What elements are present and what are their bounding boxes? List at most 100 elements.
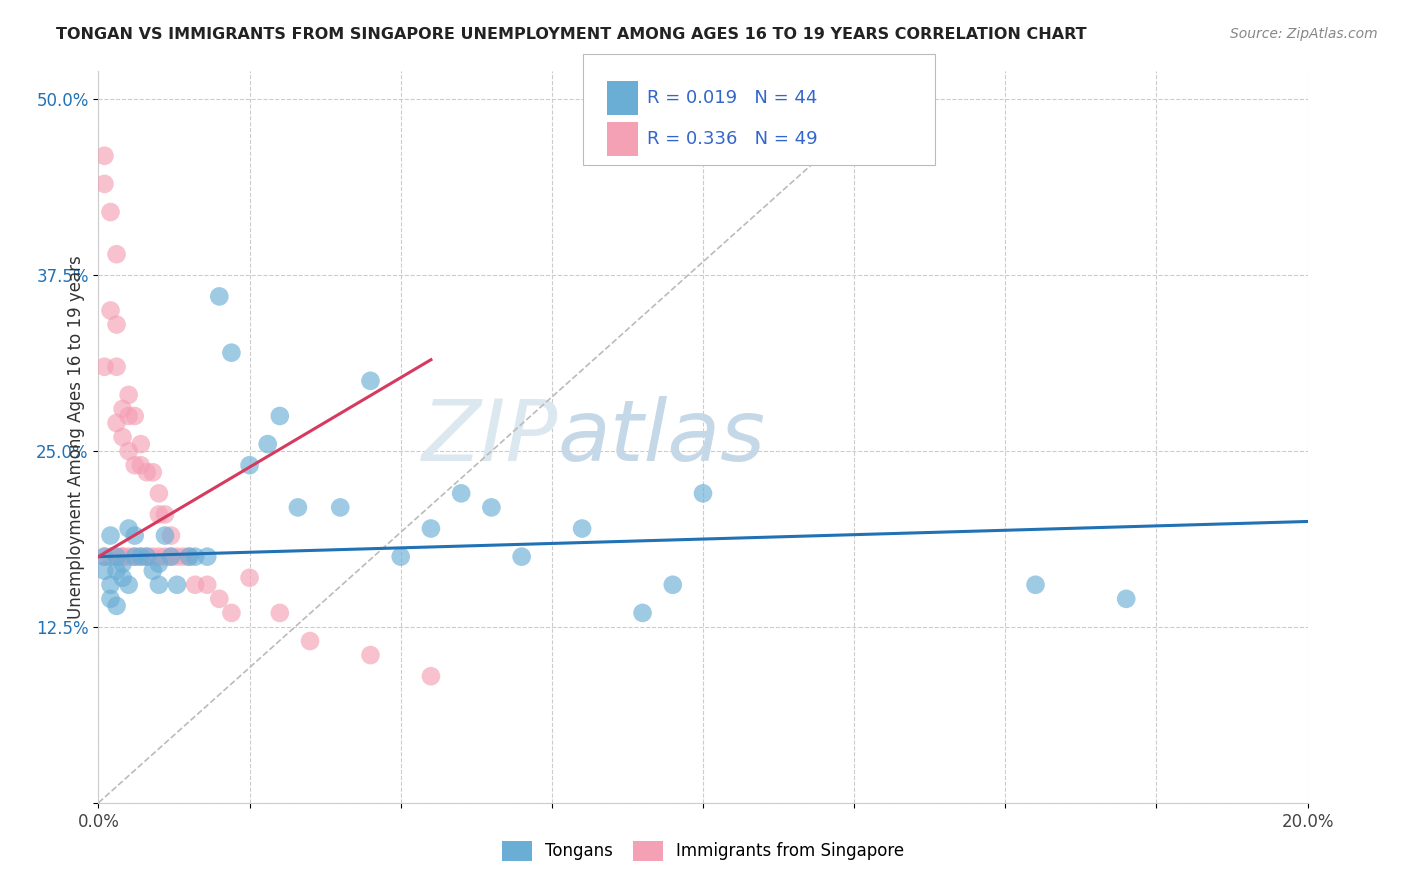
Point [166,549,188,564]
Point [148,549,170,564]
Point [221,345,243,359]
Point [510,549,533,564]
Point [221,606,243,620]
Point [118,444,141,458]
Point [105,416,128,430]
Point [100,528,122,542]
Point [105,318,128,332]
Point [329,500,352,515]
Text: Source: ZipAtlas.com: Source: ZipAtlas.com [1230,27,1378,41]
Point [153,549,176,564]
Point [93,177,115,191]
Point [105,549,128,564]
Point [111,571,134,585]
Point [111,549,134,564]
Point [661,578,683,592]
Point [481,500,503,515]
Point [124,528,146,542]
Point [111,401,134,416]
Point [135,465,157,479]
Point [256,437,278,451]
Point [148,557,170,571]
Point [118,409,141,423]
Point [129,549,152,564]
Point [1024,578,1046,592]
Text: R = 0.336   N = 49: R = 0.336 N = 49 [647,130,817,148]
Point [420,669,443,683]
Point [571,521,593,535]
Point [153,508,176,522]
Point [93,549,115,564]
Point [269,409,291,423]
Point [195,549,218,564]
Point [105,599,128,613]
Point [160,549,183,564]
Point [129,437,152,451]
Point [129,458,152,473]
Point [135,549,157,564]
Point [100,205,122,219]
Point [129,549,152,564]
Point [142,564,165,578]
Point [1115,591,1137,606]
Point [160,528,183,542]
Point [118,388,141,402]
Point [287,500,309,515]
Point [172,549,194,564]
Point [148,578,170,592]
Point [148,508,170,522]
Point [153,528,176,542]
Point [111,557,134,571]
Point [124,549,146,564]
Point [93,359,115,374]
Point [208,591,231,606]
Point [179,549,201,564]
Point [124,409,146,423]
Legend: Tongans, Immigrants from Singapore: Tongans, Immigrants from Singapore [495,834,911,868]
Point [111,430,134,444]
Point [420,521,443,535]
Point [135,549,157,564]
Point [105,564,128,578]
Point [118,549,141,564]
Point [142,549,165,564]
Point [692,486,714,500]
Text: atlas: atlas [558,395,766,479]
Point [111,549,134,564]
Point [184,549,207,564]
Point [166,578,188,592]
Point [100,578,122,592]
Point [105,247,128,261]
Point [195,578,218,592]
Point [93,149,115,163]
Point [631,606,654,620]
Point [160,549,183,564]
Point [299,634,322,648]
Text: R = 0.019   N = 44: R = 0.019 N = 44 [647,89,817,107]
Point [100,591,122,606]
Point [239,571,262,585]
Point [450,486,472,500]
Point [105,359,128,374]
Point [269,606,291,620]
Point [389,549,412,564]
Point [239,458,262,473]
Point [124,549,146,564]
Text: ZIP: ZIP [422,395,558,479]
Y-axis label: Unemployment Among Ages 16 to 19 years: Unemployment Among Ages 16 to 19 years [66,255,84,619]
Point [124,458,146,473]
Point [118,578,141,592]
Text: TONGAN VS IMMIGRANTS FROM SINGAPORE UNEMPLOYMENT AMONG AGES 16 TO 19 YEARS CORRE: TONGAN VS IMMIGRANTS FROM SINGAPORE UNEM… [56,27,1087,42]
Point [118,521,141,535]
Point [184,578,207,592]
Point [93,564,115,578]
Point [208,289,231,303]
Point [100,549,122,564]
Point [100,303,122,318]
Point [148,486,170,500]
Point [360,374,382,388]
Point [93,549,115,564]
Point [360,648,382,662]
Point [179,549,201,564]
Point [142,465,165,479]
